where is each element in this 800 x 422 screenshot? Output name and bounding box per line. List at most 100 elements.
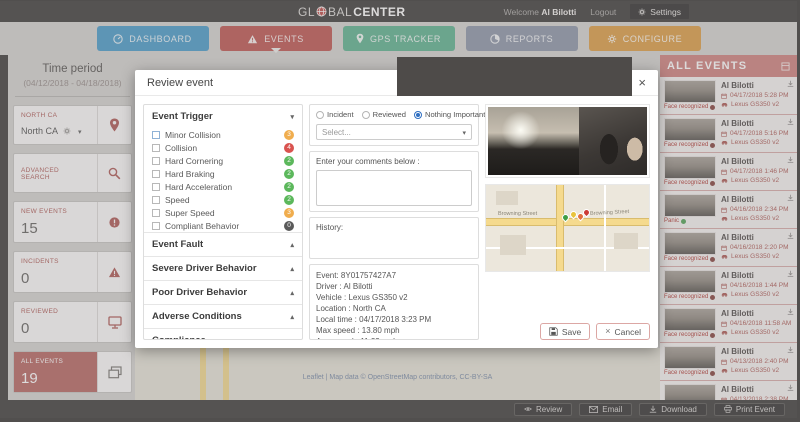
event-list-item[interactable]: Face recognized Al Bilotti 04/17/2018 1:… [660,153,797,191]
download-icon[interactable] [787,384,794,391]
trigger-count-badge: 4 [284,142,294,153]
trigger-count-badge: 2 [284,181,294,192]
comments-card: Enter your comments below : [309,151,479,212]
trigger-checkbox[interactable] [152,169,160,178]
accordion-section[interactable]: Event Fault [144,232,302,256]
tab-gps-tracker[interactable]: GPS TRACKER [342,26,455,51]
counter-all-events[interactable]: ALL EVENTS 19 [13,351,132,393]
event-list-item[interactable]: Panic Al Bilotti 04/16/2018 2:34 PM Lexu… [660,191,797,229]
status-radio-option[interactable]: Nothing Important [413,110,485,119]
event-list-item[interactable]: Face recognized Al Bilotti 04/13/2018 2:… [660,343,797,381]
status-radio-option[interactable]: Reviewed [361,110,406,119]
counter-new-events[interactable]: NEW EVENTS 15 [13,201,132,243]
event-list-item[interactable]: Face recognized Al Bilotti 04/17/2018 5:… [660,115,797,153]
face-icon [710,332,716,338]
trigger-checkbox[interactable] [152,208,160,217]
region-select[interactable]: North CA [21,126,90,136]
tab-events[interactable]: EVENTS [219,26,332,53]
event-thumbnail [664,232,716,255]
chevron-up-icon [290,311,294,322]
brand-logo: GL BAL CENTER [298,1,406,22]
radio-icon [316,110,324,119]
comments-textarea[interactable] [316,170,472,206]
save-button[interactable]: Save [539,323,591,340]
accordion-section[interactable]: Poor Driver Behavior [144,280,302,304]
chevron-down-icon [462,128,466,137]
download-icon[interactable] [787,232,794,239]
event-list-item[interactable]: Face recognized Al Bilotti 04/16/2018 11… [660,305,797,343]
download-button[interactable]: Download [639,402,707,416]
accordion-section[interactable]: Severe Driver Behavior [144,256,302,280]
download-icon[interactable] [787,346,794,353]
event-driver-name: Al Bilotti [721,233,754,242]
accordion-section[interactable]: Compliance [144,328,302,339]
download-icon[interactable] [787,118,794,125]
trigger-count-badge: 2 [284,168,294,179]
logout-link[interactable]: Logout [590,6,617,17]
trigger-checkbox[interactable] [152,182,160,191]
close-icon[interactable]: × [638,75,646,90]
event-list-item[interactable]: Face recognized Al Bilotti 04/16/2018 2:… [660,229,797,267]
tab-dashboard[interactable]: DASHBOARD [96,26,209,51]
status-card: Incident Reviewed Nothing Important Sele… [309,104,485,146]
download-icon[interactable] [787,156,794,163]
event-date: 04/16/2018 2:34 PM [730,206,789,213]
cancel-button[interactable]: × Cancel [596,323,650,340]
event-location-map[interactable]: Browning Street Browning Street [485,184,650,272]
modal-header: Review event × [135,70,658,96]
trigger-row: Hard Cornering 2 [144,154,302,167]
status-select[interactable]: Select... [316,124,472,140]
trigger-label: Compliant Behavior [165,220,240,231]
event-list-item[interactable]: Face recognized Al Bilotti 04/17/2018 5:… [660,77,797,115]
chevron-up-icon [290,263,294,274]
tab-reports[interactable]: REPORTS [465,26,578,51]
trigger-checkbox[interactable] [152,156,160,165]
download-icon[interactable] [787,270,794,277]
printer-icon [724,405,732,413]
incidents-count: 0 [21,270,30,287]
trigger-checkbox[interactable] [152,143,160,152]
event-thumbnail [664,384,716,400]
face-icon [710,104,716,110]
map-attribution[interactable]: Leaflet | Map data © OpenStreetMap contr… [302,374,493,381]
trigger-row: Hard Braking 2 [144,167,302,180]
event-detail-line: Event: 8Y01757427A7 [316,271,397,280]
trigger-checkbox[interactable] [152,195,160,204]
advanced-search-card[interactable]: ADVANCED SEARCH [13,153,132,193]
video-strip [397,57,632,96]
event-tag: Face recognized [664,370,716,376]
counter-reviewed[interactable]: REVIEWED 0 [13,301,132,343]
event-list-item[interactable]: Face recognized Al Bilotti 04/16/2018 1:… [660,267,797,305]
welcome-text: Welcome Al Bilotti [503,6,577,17]
review-button[interactable]: Review [514,402,573,416]
all-events-panel: ALL EVENTS Face recognized Al Bilotti 04… [660,55,797,400]
brand-center: CENTER [353,4,406,19]
map-pin-button[interactable] [98,106,131,144]
accordion-section[interactable]: Adverse Conditions [144,304,302,328]
event-vehicle: Lexus GS350 v2 [731,253,780,260]
event-video-player[interactable] [485,104,650,178]
tab-configure[interactable]: CONFIGURE [588,26,701,51]
map-block [500,235,526,255]
calendar-icon [721,93,727,99]
accordion-event-trigger[interactable]: Event Trigger [144,105,302,128]
trigger-checkbox[interactable] [152,221,160,230]
settings-button[interactable]: Settings [630,4,689,19]
email-button[interactable]: Email [579,402,633,416]
road-camera-frame [488,107,579,175]
print-event-button[interactable]: Print Event [713,402,785,416]
modal-right-column: Browning Street Browning Street Save × C… [485,104,650,340]
event-list: Face recognized Al Bilotti 04/17/2018 5:… [660,77,797,400]
counter-incidents[interactable]: INCIDENTS 0 [13,251,132,293]
download-icon[interactable] [787,194,794,201]
status-radio-option[interactable]: Incident [316,110,354,119]
event-tag: Face recognized [664,256,716,262]
panel-filter-icon[interactable] [781,61,790,71]
trigger-checkbox[interactable] [152,130,160,139]
event-date: 04/16/2018 2:20 PM [730,244,789,251]
trigger-count-badge: 3 [284,129,294,140]
download-icon[interactable] [787,80,794,87]
download-icon[interactable] [787,308,794,315]
event-list-item[interactable]: Face recognized Al Bilotti 04/13/2018 2:… [660,381,797,400]
event-thumbnail [664,80,716,103]
